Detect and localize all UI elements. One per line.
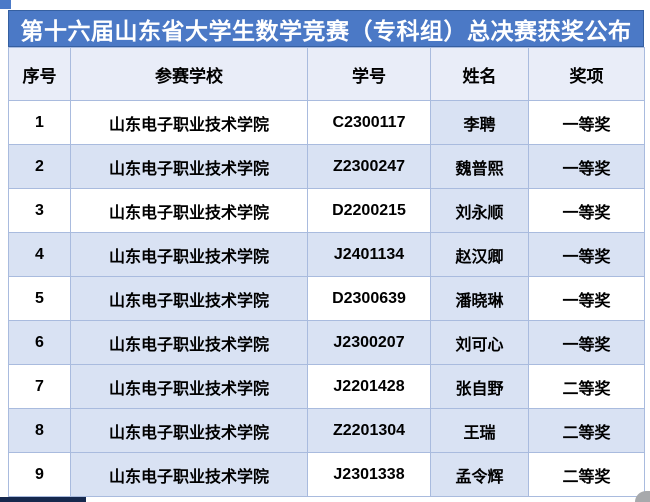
announcement-title-bar: 第十六届山东省大学生数学竞赛（专科组）总决赛获奖公布 — [8, 10, 644, 47]
cell-name: 孟令辉 — [430, 452, 529, 497]
column-header-no: 序号 — [8, 47, 71, 101]
cell-award: 一等奖 — [528, 320, 645, 365]
cell-school: 山东电子职业技术学院 — [70, 320, 308, 365]
cell-name: 刘永顺 — [430, 188, 529, 233]
cell-name: 潘晓琳 — [430, 276, 529, 321]
cell-award: 一等奖 — [528, 188, 645, 233]
awards-table: 序号 参赛学校 学号 姓名 奖项 1 山东电子职业技术学院 C2300117 李… — [8, 47, 645, 497]
cell-name: 王瑞 — [430, 408, 529, 453]
table-row: 4 山东电子职业技术学院 J2401134 赵汉卿 一等奖 — [8, 232, 645, 277]
cell-award: 一等奖 — [528, 100, 645, 145]
cell-name: 魏普熙 — [430, 144, 529, 189]
cell-no: 5 — [8, 276, 71, 321]
cell-no: 7 — [8, 364, 71, 409]
cell-student-id: D2300639 — [307, 276, 431, 321]
cell-award: 二等奖 — [528, 452, 645, 497]
cell-award: 二等奖 — [528, 364, 645, 409]
cell-no: 8 — [8, 408, 71, 453]
table-row: 1 山东电子职业技术学院 C2300117 李聘 一等奖 — [8, 100, 645, 145]
column-header-student-id: 学号 — [307, 47, 431, 101]
bottom-left-navy-fragment — [0, 497, 86, 502]
cell-no: 2 — [8, 144, 71, 189]
cell-student-id: J2401134 — [307, 232, 431, 277]
cell-student-id: Z2300247 — [307, 144, 431, 189]
cell-school: 山东电子职业技术学院 — [70, 100, 308, 145]
bottom-right-gray-fragment — [635, 491, 650, 502]
cell-award: 一等奖 — [528, 276, 645, 321]
cell-student-id: C2300117 — [307, 100, 431, 145]
cell-school: 山东电子职业技术学院 — [70, 364, 308, 409]
cell-school: 山东电子职业技术学院 — [70, 232, 308, 277]
table-row: 6 山东电子职业技术学院 J2300207 刘可心 一等奖 — [8, 320, 645, 365]
table-row: 5 山东电子职业技术学院 D2300639 潘晓琳 一等奖 — [8, 276, 645, 321]
cell-name: 赵汉卿 — [430, 232, 529, 277]
page-title: 第十六届山东省大学生数学竞赛（专科组）总决赛获奖公布 — [20, 17, 632, 44]
cell-student-id: Z2201304 — [307, 408, 431, 453]
cell-student-id: J2301338 — [307, 452, 431, 497]
cell-award: 二等奖 — [528, 408, 645, 453]
cell-no: 4 — [8, 232, 71, 277]
cell-no: 1 — [8, 100, 71, 145]
cell-student-id: J2300207 — [307, 320, 431, 365]
top-left-blue-fragment — [0, 0, 11, 9]
cell-student-id: J2201428 — [307, 364, 431, 409]
table-row: 2 山东电子职业技术学院 Z2300247 魏普熙 一等奖 — [8, 144, 645, 189]
cell-no: 6 — [8, 320, 71, 365]
table-row: 8 山东电子职业技术学院 Z2201304 王瑞 二等奖 — [8, 408, 645, 453]
cell-student-id: D2200215 — [307, 188, 431, 233]
cell-school: 山东电子职业技术学院 — [70, 276, 308, 321]
table-row: 9 山东电子职业技术学院 J2301338 孟令辉 二等奖 — [8, 452, 645, 497]
cell-school: 山东电子职业技术学院 — [70, 188, 308, 233]
cell-name: 刘可心 — [430, 320, 529, 365]
table-row: 7 山东电子职业技术学院 J2201428 张自野 二等奖 — [8, 364, 645, 409]
cell-school: 山东电子职业技术学院 — [70, 452, 308, 497]
cell-no: 3 — [8, 188, 71, 233]
cell-award: 一等奖 — [528, 144, 645, 189]
column-header-school: 参赛学校 — [70, 47, 308, 101]
cell-name: 张自野 — [430, 364, 529, 409]
cell-school: 山东电子职业技术学院 — [70, 144, 308, 189]
cell-award: 一等奖 — [528, 232, 645, 277]
cell-school: 山东电子职业技术学院 — [70, 408, 308, 453]
column-header-name: 姓名 — [430, 47, 529, 101]
column-header-award: 奖项 — [528, 47, 645, 101]
table-row: 3 山东电子职业技术学院 D2200215 刘永顺 一等奖 — [8, 188, 645, 233]
cell-no: 9 — [8, 452, 71, 497]
header-row: 序号 参赛学校 学号 姓名 奖项 — [8, 47, 645, 101]
cell-name: 李聘 — [430, 100, 529, 145]
